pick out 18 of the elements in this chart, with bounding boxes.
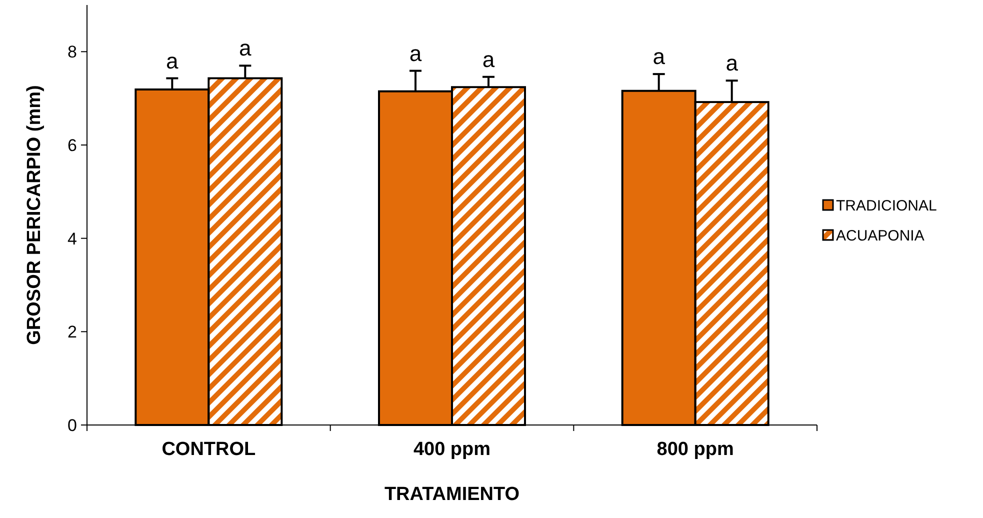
- annotation: a: [482, 46, 496, 72]
- annotation: a: [409, 40, 422, 66]
- x-axis-title: TRATAMIENTO: [384, 484, 520, 505]
- x-tick-label: CONTROL: [162, 439, 256, 460]
- y-tick-label: 8: [68, 42, 77, 62]
- annotation: a: [652, 44, 666, 70]
- y-tick-label: 6: [68, 136, 77, 155]
- x-tick-label: 400 ppm: [413, 439, 491, 460]
- annotation: a: [239, 36, 252, 61]
- y-tick-label: 2: [68, 322, 77, 342]
- x-tick-label: 800 ppm: [656, 439, 734, 460]
- y-axis-title: GROSOR PERICARPIO (mm): [24, 85, 45, 345]
- y-tick-label: 4: [68, 229, 77, 248]
- annotation: a: [726, 50, 739, 76]
- legend-label: TRADICIONAL: [836, 197, 937, 214]
- annotation: a: [166, 48, 180, 74]
- y-tick-label: 0: [68, 416, 77, 435]
- legend-label: ACUAPONIA: [836, 227, 924, 244]
